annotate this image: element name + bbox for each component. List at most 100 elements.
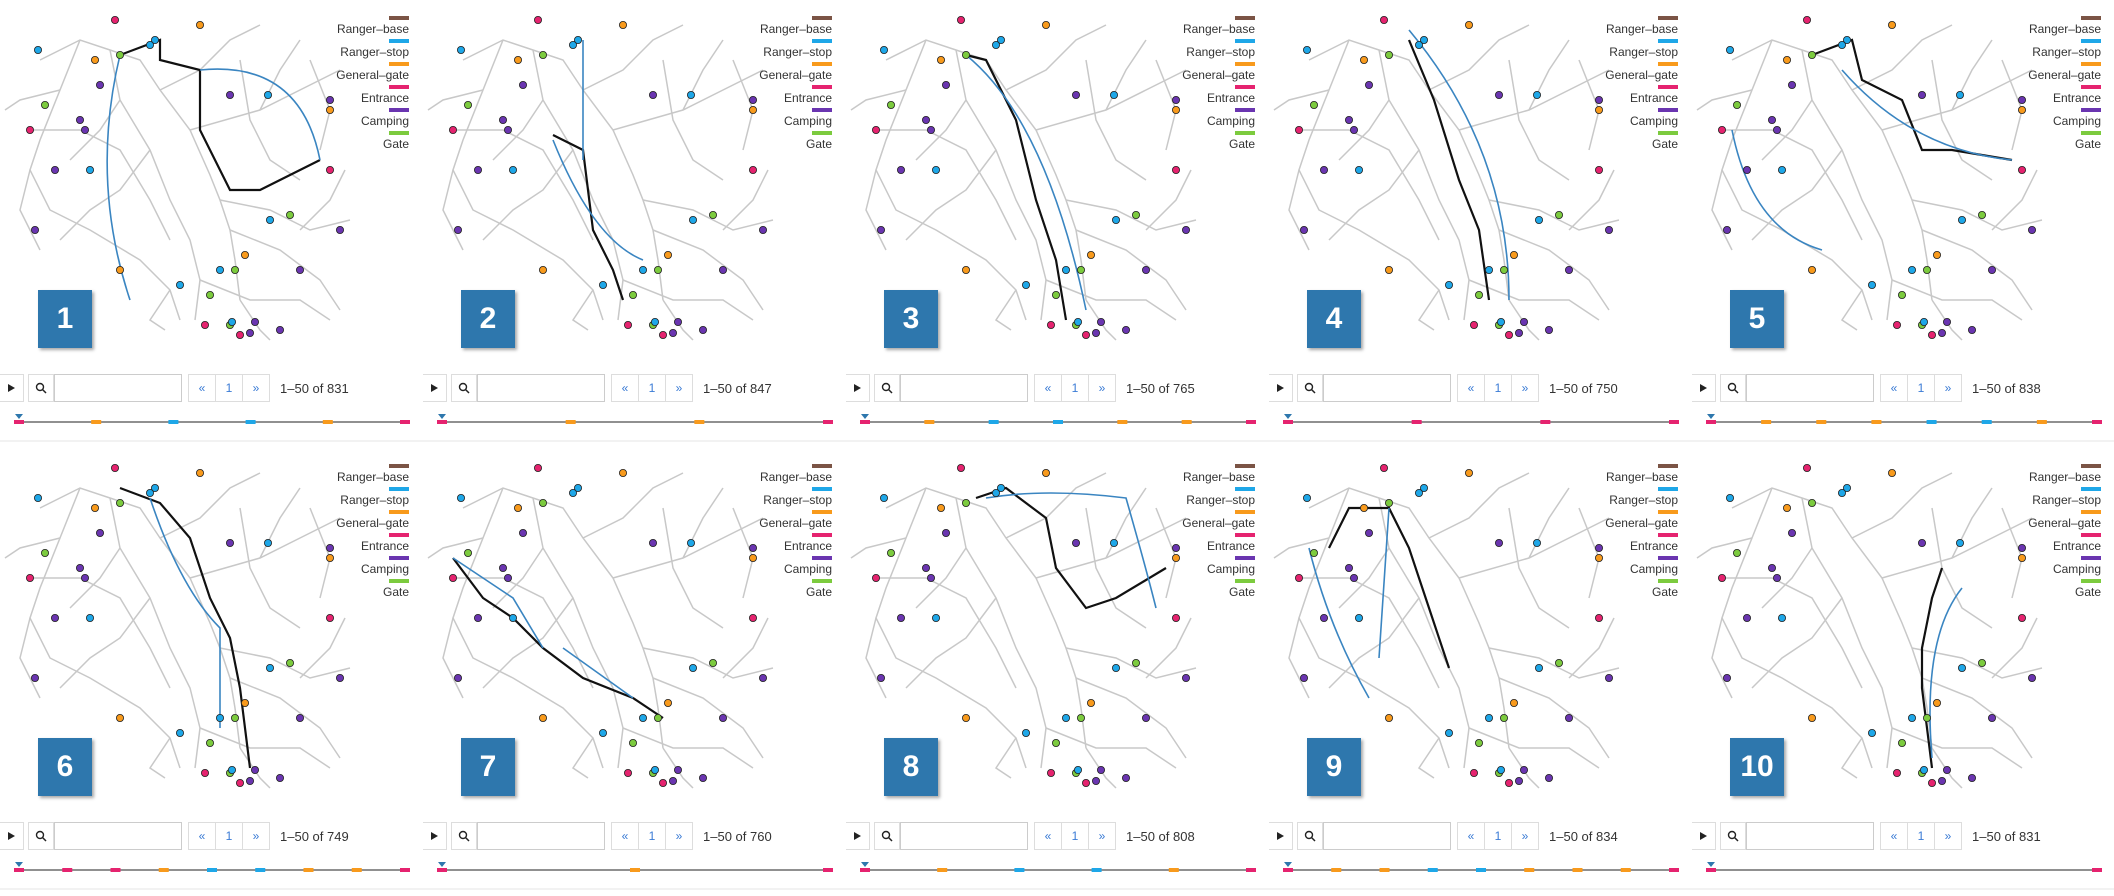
play-button[interactable] — [1692, 374, 1716, 402]
timeline-event[interactable] — [322, 420, 333, 424]
poi-marker[interactable] — [922, 564, 931, 573]
poi-marker[interactable] — [1091, 328, 1100, 337]
poi-marker[interactable] — [1594, 613, 1603, 622]
poi-marker[interactable] — [1385, 499, 1394, 508]
poi-marker[interactable] — [668, 776, 677, 785]
poi-marker[interactable] — [1310, 101, 1319, 110]
poi-marker[interactable] — [1131, 210, 1140, 219]
poi-marker[interactable] — [215, 265, 224, 274]
poi-marker[interactable] — [1350, 126, 1359, 135]
map-view[interactable] — [423, 448, 823, 808]
poi-marker[interactable] — [86, 613, 95, 622]
poi-marker[interactable] — [1121, 773, 1130, 782]
poi-marker[interactable] — [1887, 468, 1896, 477]
poi-marker[interactable] — [1509, 250, 1518, 259]
poi-marker[interactable] — [1726, 46, 1735, 55]
poi-marker[interactable] — [295, 713, 304, 722]
poi-marker[interactable] — [1496, 317, 1505, 326]
poi-marker[interactable] — [568, 41, 577, 50]
poi-marker[interactable] — [519, 529, 528, 538]
poi-marker[interactable] — [504, 574, 513, 583]
poi-marker[interactable] — [1355, 613, 1364, 622]
poi-marker[interactable] — [1922, 713, 1931, 722]
poi-marker[interactable] — [1494, 539, 1503, 548]
poi-marker[interactable] — [245, 776, 254, 785]
poi-marker[interactable] — [325, 106, 334, 115]
next-page-button[interactable]: » — [675, 381, 683, 395]
poi-marker[interactable] — [263, 539, 272, 548]
poi-marker[interactable] — [1987, 265, 1996, 274]
search-button[interactable] — [874, 374, 900, 402]
poi-marker[interactable] — [1534, 663, 1543, 672]
poi-marker[interactable] — [1977, 210, 1986, 219]
poi-marker[interactable] — [748, 165, 757, 174]
poi-marker[interactable] — [1514, 328, 1523, 337]
poi-marker[interactable] — [1046, 768, 1055, 777]
prev-page-button[interactable]: « — [1458, 375, 1485, 401]
poi-marker[interactable] — [1892, 768, 1901, 777]
poi-marker[interactable] — [932, 165, 941, 174]
poi-marker[interactable] — [996, 36, 1005, 45]
poi-marker[interactable] — [1544, 325, 1553, 334]
poi-marker[interactable] — [91, 56, 100, 65]
poi-marker[interactable] — [1514, 776, 1523, 785]
poi-marker[interactable] — [30, 673, 39, 682]
poi-marker[interactable] — [509, 165, 518, 174]
map-view[interactable] — [846, 448, 1246, 808]
current-page[interactable]: 1 — [216, 823, 243, 849]
poi-marker[interactable] — [509, 613, 518, 622]
poi-marker[interactable] — [1942, 317, 1951, 326]
timeline[interactable] — [1706, 860, 2102, 876]
triangle-marker-icon[interactable] — [15, 414, 23, 419]
search-button[interactable] — [28, 374, 54, 402]
poi-marker[interactable] — [448, 574, 457, 583]
poi-marker[interactable] — [1294, 126, 1303, 135]
poi-marker[interactable] — [1444, 280, 1453, 289]
poi-marker[interactable] — [568, 489, 577, 498]
poi-marker[interactable] — [1783, 56, 1792, 65]
current-page[interactable]: 1 — [1062, 375, 1089, 401]
poi-marker[interactable] — [1808, 265, 1817, 274]
poi-marker[interactable] — [499, 564, 508, 573]
timeline-event[interactable] — [62, 868, 73, 872]
poi-marker[interactable] — [2017, 613, 2026, 622]
triangle-marker-icon[interactable] — [1284, 414, 1292, 419]
next-page-button[interactable]: » — [1098, 829, 1106, 843]
poi-marker[interactable] — [295, 265, 304, 274]
poi-marker[interactable] — [1076, 713, 1085, 722]
poi-marker[interactable] — [2017, 165, 2026, 174]
triangle-marker-icon[interactable] — [1707, 862, 1715, 867]
poi-marker[interactable] — [250, 765, 259, 774]
search-input[interactable] — [900, 822, 1028, 850]
poi-marker[interactable] — [1504, 330, 1513, 339]
poi-marker[interactable] — [34, 494, 43, 503]
poi-marker[interactable] — [628, 738, 637, 747]
poi-marker[interactable] — [708, 658, 717, 667]
poi-marker[interactable] — [962, 51, 971, 60]
timeline-event[interactable] — [1053, 420, 1063, 424]
poi-marker[interactable] — [1385, 713, 1394, 722]
poi-marker[interactable] — [623, 768, 632, 777]
poi-marker[interactable] — [1733, 549, 1742, 558]
timeline-event[interactable] — [245, 420, 256, 424]
poi-marker[interactable] — [1967, 325, 1976, 334]
poi-marker[interactable] — [1919, 765, 1928, 774]
poi-marker[interactable] — [1496, 765, 1505, 774]
map-view[interactable] — [1692, 448, 2092, 808]
poi-marker[interactable] — [1464, 468, 1473, 477]
poi-marker[interactable] — [1499, 265, 1508, 274]
poi-marker[interactable] — [638, 713, 647, 722]
poi-marker[interactable] — [1320, 613, 1329, 622]
timeline-event[interactable] — [1761, 420, 1772, 424]
poi-marker[interactable] — [2027, 673, 2036, 682]
poi-marker[interactable] — [1743, 165, 1752, 174]
poi-marker[interactable] — [1726, 494, 1735, 503]
timeline-event[interactable] — [255, 868, 266, 872]
poi-marker[interactable] — [618, 468, 627, 477]
search-button[interactable] — [1297, 822, 1323, 850]
search-input[interactable] — [477, 822, 605, 850]
poi-marker[interactable] — [1722, 673, 1731, 682]
poi-marker[interactable] — [235, 330, 244, 339]
poi-marker[interactable] — [1355, 165, 1364, 174]
next-page-button[interactable]: » — [1521, 829, 1529, 843]
